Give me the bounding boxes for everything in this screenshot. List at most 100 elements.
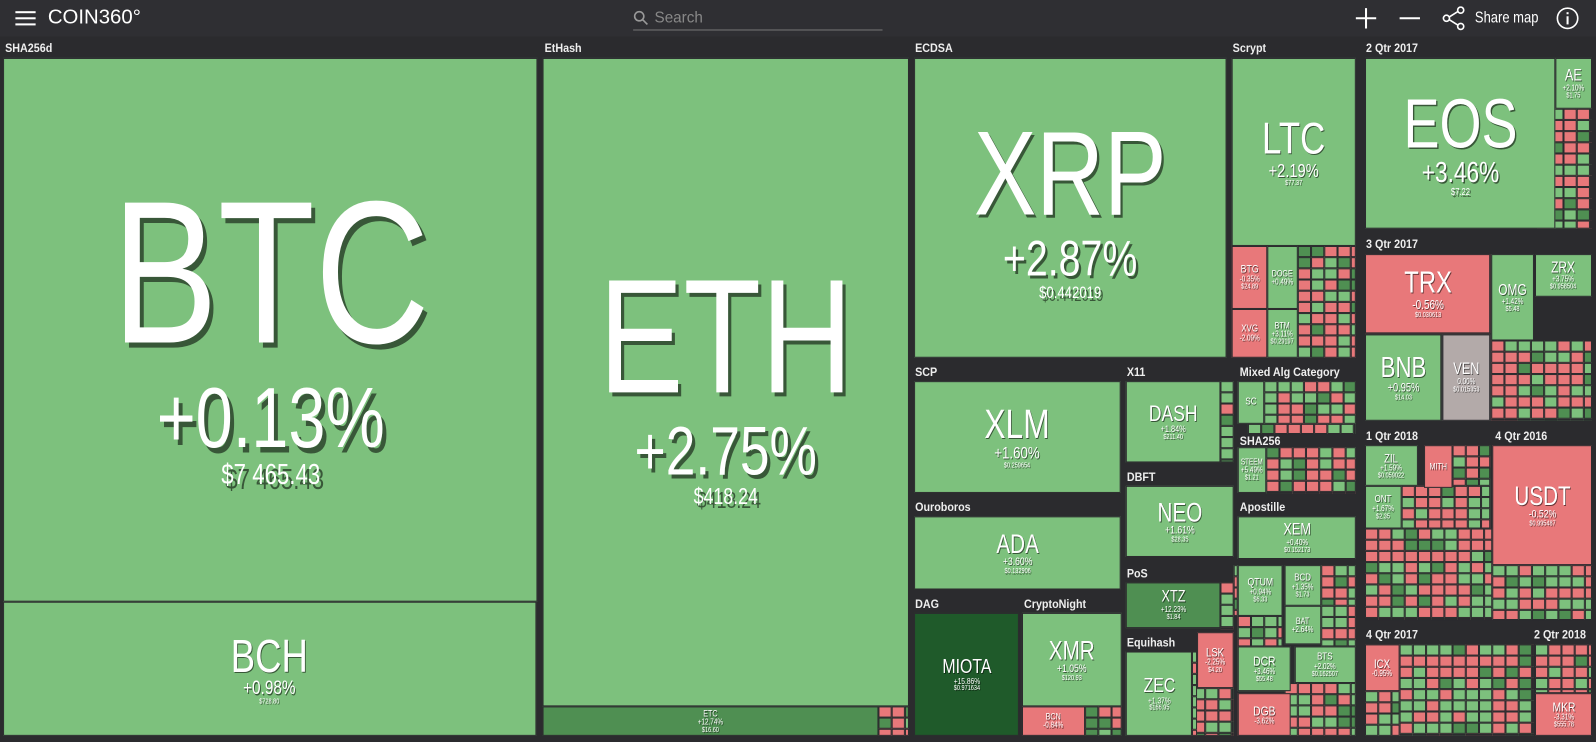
mini-tile[interactable] bbox=[1250, 627, 1265, 639]
mini-tile[interactable] bbox=[1412, 689, 1427, 701]
mini-tile[interactable] bbox=[1378, 562, 1392, 574]
mini-tile[interactable] bbox=[1504, 418, 1518, 421]
mini-tile[interactable] bbox=[1231, 710, 1234, 722]
mini-tile[interactable] bbox=[1431, 617, 1445, 621]
mini-tile[interactable] bbox=[1570, 418, 1584, 421]
mini-tile[interactable] bbox=[1441, 519, 1455, 529]
mini-tile[interactable] bbox=[1544, 340, 1558, 352]
mini-tile[interactable] bbox=[1576, 187, 1590, 199]
mini-tile[interactable] bbox=[1505, 587, 1519, 599]
mini-tile[interactable] bbox=[1484, 595, 1493, 607]
mini-tile[interactable] bbox=[1391, 528, 1405, 540]
mini-tile[interactable] bbox=[1391, 550, 1405, 563]
coin-tile[interactable]: ZEC +1.37% $166.95 bbox=[1125, 651, 1192, 736]
mini-tile[interactable] bbox=[1098, 706, 1112, 718]
mini-tile[interactable] bbox=[1470, 606, 1485, 618]
mini-tile[interactable] bbox=[1492, 565, 1506, 577]
mini-tile[interactable] bbox=[1491, 396, 1505, 408]
mini-tile[interactable] bbox=[1417, 573, 1432, 585]
mini-tile[interactable] bbox=[1365, 573, 1379, 585]
coin-tile[interactable]: TRX -0.56% $0.030613 bbox=[1365, 254, 1491, 334]
mini-tile[interactable] bbox=[1417, 584, 1432, 596]
mini-tile[interactable] bbox=[1404, 539, 1418, 551]
mini-tile[interactable] bbox=[1345, 491, 1356, 494]
mini-tile[interactable] bbox=[1220, 403, 1234, 415]
coin-tile[interactable]: DASH +1.84% $211.40 bbox=[1125, 381, 1221, 463]
mini-tile[interactable] bbox=[1332, 458, 1346, 470]
mini-tile[interactable] bbox=[1330, 414, 1344, 424]
mini-tile[interactable] bbox=[1563, 142, 1577, 154]
mini-tile[interactable] bbox=[1584, 576, 1592, 588]
mini-tile[interactable] bbox=[1484, 606, 1493, 618]
mini-tile[interactable] bbox=[1264, 381, 1278, 393]
mini-tile[interactable] bbox=[1274, 423, 1288, 435]
mini-tile[interactable] bbox=[1545, 576, 1559, 588]
mini-tile[interactable] bbox=[1350, 313, 1356, 325]
mini-tile[interactable] bbox=[1305, 480, 1320, 492]
mini-tile[interactable] bbox=[1337, 694, 1351, 706]
mini-tile[interactable] bbox=[1484, 562, 1493, 574]
mini-tile[interactable] bbox=[1492, 700, 1506, 712]
mini-tile[interactable] bbox=[1317, 414, 1331, 424]
coin-tile[interactable]: BTM +3.11% $0.29197 bbox=[1267, 308, 1298, 358]
mini-tile[interactable] bbox=[904, 717, 909, 729]
mini-tile[interactable] bbox=[1563, 220, 1577, 229]
mini-tile[interactable] bbox=[1531, 644, 1534, 656]
mini-tile[interactable] bbox=[1220, 459, 1234, 463]
mini-tile[interactable] bbox=[1557, 385, 1571, 397]
mini-tile[interactable] bbox=[1426, 711, 1440, 723]
mini-tile[interactable] bbox=[1324, 346, 1338, 358]
mini-tile[interactable] bbox=[1401, 485, 1415, 498]
mini-tile[interactable] bbox=[1233, 609, 1238, 616]
mini-tile[interactable] bbox=[1444, 539, 1458, 551]
mini-tile[interactable] bbox=[1401, 497, 1415, 509]
mini-tile[interactable] bbox=[1545, 565, 1559, 577]
mini-tile[interactable] bbox=[1465, 689, 1480, 701]
mini-tile[interactable] bbox=[1264, 403, 1278, 415]
mini-tile[interactable] bbox=[1220, 392, 1234, 404]
mini-tile[interactable] bbox=[1365, 713, 1379, 725]
mini-tile[interactable] bbox=[1439, 689, 1453, 701]
mini-tile[interactable] bbox=[1465, 677, 1480, 690]
mini-tile[interactable] bbox=[1311, 716, 1325, 728]
mini-tile[interactable] bbox=[1266, 480, 1280, 492]
mini-tile[interactable] bbox=[1574, 666, 1588, 678]
mini-tile[interactable] bbox=[1292, 447, 1306, 459]
mini-tile[interactable] bbox=[1426, 655, 1440, 667]
mini-tile[interactable] bbox=[1391, 573, 1405, 585]
mini-tile[interactable] bbox=[1570, 396, 1584, 408]
mini-tile[interactable] bbox=[1365, 691, 1379, 703]
mini-tile[interactable] bbox=[1517, 396, 1531, 408]
coin-tile[interactable]: ZRX +3.75% $0.958504 bbox=[1534, 254, 1592, 297]
mini-tile[interactable] bbox=[1391, 562, 1405, 574]
mini-tile[interactable] bbox=[1571, 576, 1585, 588]
mini-tile[interactable] bbox=[1417, 606, 1432, 618]
mini-tile[interactable] bbox=[1324, 324, 1338, 336]
mini-tile[interactable] bbox=[1321, 639, 1335, 647]
mini-tile[interactable] bbox=[1412, 644, 1427, 656]
mini-tile[interactable] bbox=[1504, 351, 1518, 363]
mini-tile[interactable] bbox=[1517, 374, 1531, 386]
mini-tile[interactable] bbox=[1470, 617, 1485, 621]
mini-tile[interactable] bbox=[1391, 713, 1400, 725]
mini-tile[interactable] bbox=[1297, 694, 1312, 706]
mini-tile[interactable] bbox=[1574, 655, 1588, 667]
mini-tile[interactable] bbox=[1264, 638, 1278, 647]
mini-tile[interactable] bbox=[1457, 528, 1471, 540]
mini-tile[interactable] bbox=[1250, 615, 1265, 628]
mini-tile[interactable] bbox=[1534, 666, 1549, 678]
mini-tile[interactable] bbox=[1530, 362, 1545, 375]
mini-tile[interactable] bbox=[1205, 699, 1219, 711]
mini-tile[interactable] bbox=[1583, 396, 1592, 408]
mini-tile[interactable] bbox=[1531, 689, 1534, 701]
mini-tile[interactable] bbox=[1231, 721, 1234, 733]
mini-tile[interactable] bbox=[1290, 381, 1304, 393]
mini-tile[interactable] bbox=[1303, 414, 1318, 424]
mini-tile[interactable] bbox=[1191, 673, 1198, 686]
mini-tile[interactable] bbox=[1505, 565, 1519, 577]
mini-tile[interactable] bbox=[1399, 677, 1413, 690]
mini-tile[interactable] bbox=[1544, 385, 1558, 397]
mini-tile[interactable] bbox=[1220, 627, 1234, 630]
mini-tile[interactable] bbox=[1237, 615, 1251, 628]
mini-tile[interactable] bbox=[1518, 565, 1532, 577]
